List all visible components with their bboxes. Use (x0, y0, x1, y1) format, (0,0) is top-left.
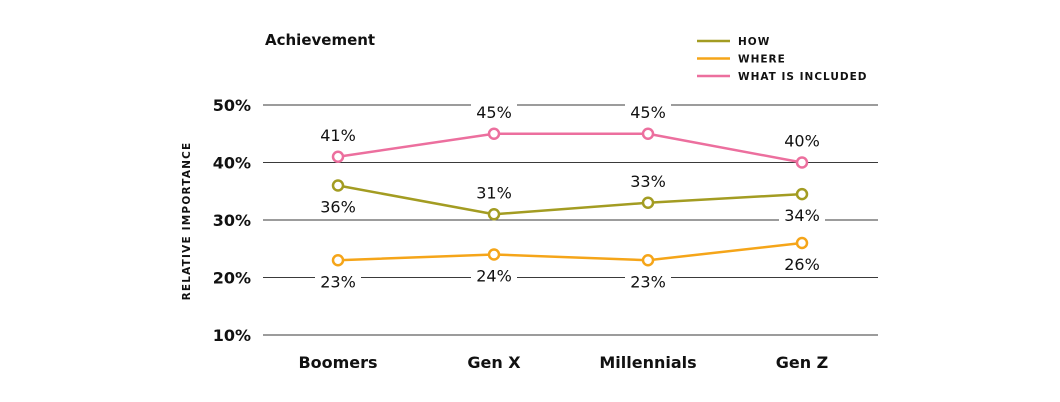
x-tick-label: Boomers (298, 353, 377, 372)
chart-title: Achievement (265, 31, 375, 49)
data-label: 45% (476, 103, 512, 122)
series-how: 36% 31% 33% 34% (315, 171, 825, 227)
data-point (641, 127, 655, 140)
data-label: 45% (630, 103, 666, 122)
y-tick-label: 20% (213, 269, 251, 288)
data-point (331, 179, 345, 192)
data-label-bg (471, 183, 517, 204)
data-label: 33% (630, 172, 666, 191)
data-point (641, 254, 655, 267)
legend-label: WHERE (738, 54, 786, 66)
data-label-bg (779, 131, 825, 152)
data-label-bg (779, 255, 825, 275)
series-line (337, 184, 803, 216)
data-label: 31% (476, 183, 512, 202)
data-point (795, 236, 809, 250)
series-line (337, 132, 803, 164)
data-label-bg (471, 266, 517, 287)
data-label: 23% (630, 272, 666, 291)
data-label-bg (779, 206, 825, 227)
x-axis-ticks: Boomers Gen X Millennials Gen Z (298, 353, 828, 372)
series-line (337, 241, 803, 262)
x-tick-label: Millennials (599, 353, 696, 372)
y-tick-label: 30% (213, 211, 251, 230)
data-point (331, 150, 345, 163)
data-point (795, 156, 809, 169)
x-tick-label: Gen Z (776, 353, 829, 372)
data-point (641, 196, 655, 209)
data-point (487, 248, 501, 261)
data-label: 26% (784, 255, 820, 274)
data-label: 40% (784, 132, 820, 151)
y-axis-label: RELATIVE IMPORTANCE (181, 142, 193, 301)
series-where: 23% 24% 23% 26% (315, 236, 825, 293)
series-what-is-included: 41% 45% 45% 40% (315, 102, 825, 169)
series-layer: 36% 31% 33% 34% 23% 24% 23% 26% 41% 45% 45% 40% (315, 102, 825, 293)
data-point (795, 187, 809, 201)
data-label-bg (625, 102, 671, 123)
data-point (331, 254, 345, 267)
data-label: 41% (320, 126, 356, 145)
y-tick-label: 50% (213, 96, 251, 115)
data-label-bg (315, 272, 361, 293)
y-axis-ticks: 10% 20% 30% 40% 50% (213, 96, 251, 345)
data-label-bg (471, 102, 517, 123)
data-label-bg (315, 197, 361, 218)
y-tick-label: 10% (213, 326, 251, 345)
data-label: 34% (784, 206, 820, 225)
data-point (487, 127, 501, 140)
grid-layer (263, 104, 878, 336)
legend: HOW WHERE WHAT IS INCLUDED (697, 36, 867, 83)
data-point (487, 208, 501, 221)
data-label-bg (625, 171, 671, 192)
data-label: 36% (320, 198, 356, 217)
legend-label: WHAT IS INCLUDED (738, 71, 867, 83)
data-label: 23% (320, 272, 356, 291)
data-label-bg (625, 272, 671, 293)
legend-label: HOW (738, 36, 770, 48)
y-tick-label: 40% (213, 154, 251, 173)
data-label: 24% (476, 267, 512, 286)
data-label-bg (315, 125, 361, 146)
x-tick-label: Gen X (467, 353, 521, 372)
